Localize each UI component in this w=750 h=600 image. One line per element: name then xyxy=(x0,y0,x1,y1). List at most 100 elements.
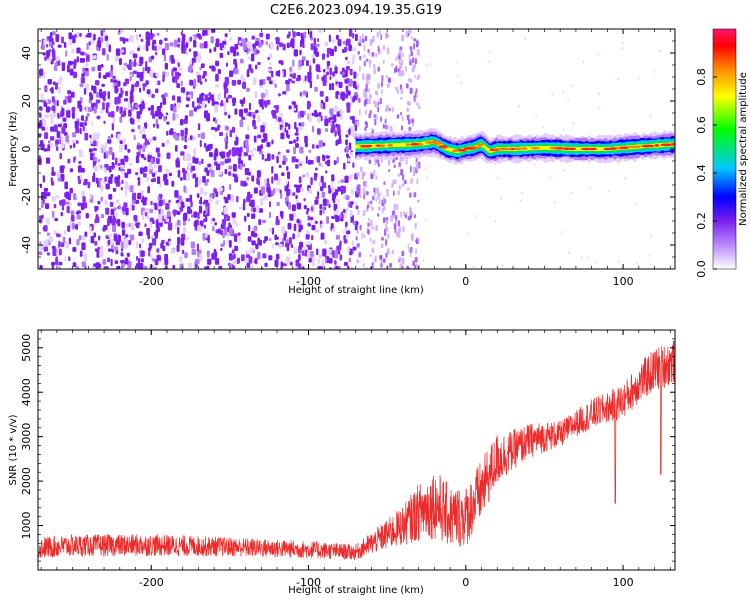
spectrogram-noise-cell xyxy=(289,66,292,72)
spectrogram-noise-cell xyxy=(48,236,54,242)
spectrogram-noise-cell xyxy=(135,199,139,205)
spectrogram-noise-cell xyxy=(236,195,239,203)
spectrogram-noise-cell xyxy=(331,174,335,182)
spectrogram-transition-cell xyxy=(410,178,413,184)
spectrogram-noise-cell xyxy=(295,184,301,193)
spectrogram-noise-cell xyxy=(296,32,301,37)
spectrogram-transition-cell xyxy=(410,246,413,253)
spectrogram-noise-cell xyxy=(142,66,145,74)
spectrogram-noise-cell xyxy=(137,180,141,186)
spectrogram-noise-cell xyxy=(110,64,113,73)
spectrogram-noise-cell xyxy=(193,39,197,48)
spectrogram-faint-cell xyxy=(425,218,427,221)
spectrogram-noise-cell xyxy=(287,134,290,139)
spectrogram-noise-cell xyxy=(259,84,264,88)
spectrogram-noise-cell xyxy=(60,142,65,149)
spectrogram-noise-cell xyxy=(293,146,296,155)
snr-y-tick-label: 1000 xyxy=(20,512,33,540)
spectrogram-noise-cell xyxy=(193,211,198,218)
spectrogram-noise-cell xyxy=(116,265,120,269)
snr-frame xyxy=(37,329,676,571)
spectrogram-noise-cell xyxy=(39,140,44,145)
spectrogram-noise-cell xyxy=(296,218,300,224)
spectrogram-noise-cell xyxy=(280,192,283,199)
spectrogram-x-ticks: -200 -100 0 100 xyxy=(40,29,671,288)
spectrogram-noise-cell xyxy=(293,247,298,254)
spectrogram-noise-cell xyxy=(49,113,54,120)
spectrogram-noise-cell xyxy=(225,141,228,150)
spectrogram-noise-cell xyxy=(196,243,200,252)
spectrogram-noise-cell xyxy=(278,113,284,117)
spectrogram-noise-cell xyxy=(156,32,160,37)
spectrogram-noise-cell xyxy=(274,242,279,246)
spectrogram-faint-cell xyxy=(520,199,522,203)
spectrogram-noise-cell xyxy=(71,48,75,54)
spectrogram-transition-cell xyxy=(386,248,390,255)
spectrogram-noise-cell xyxy=(121,206,126,212)
spectrogram-noise-cell xyxy=(349,116,353,120)
spectrogram-noise-cell xyxy=(58,261,63,266)
spectrogram-noise-cell xyxy=(145,34,150,41)
spectrogram-noise-cell xyxy=(296,202,302,210)
spectrogram-noise-cell xyxy=(247,56,250,60)
spectrogram-noise-cell xyxy=(185,198,190,202)
spectrogram-noise-cell xyxy=(345,85,349,93)
spectrogram-noise-cell xyxy=(111,249,115,253)
spectrogram-noise-cell xyxy=(195,219,199,227)
spectrogram-noise-cell xyxy=(105,106,109,114)
spectrogram-noise-cell xyxy=(342,41,347,45)
spectrogram-noise-cell xyxy=(85,61,89,67)
spectrogram-noise-cell xyxy=(251,213,256,219)
spectrogram-noise-cell xyxy=(135,33,139,41)
spectrogram-noise-cell xyxy=(286,171,291,180)
spectrogram-noise-cell xyxy=(52,210,55,218)
spectrogram-noise-cell xyxy=(343,208,346,213)
spectrogram-transition-cell xyxy=(397,220,401,227)
spectrogram-noise-cell xyxy=(150,55,155,60)
spectrogram-transition-cell xyxy=(400,168,404,176)
spectrogram-noise-cell xyxy=(41,126,45,131)
spectrogram-noise-cell xyxy=(46,232,50,236)
spectrogram-noise-cell xyxy=(61,36,64,44)
spectrogram-noise-cell xyxy=(180,119,184,126)
spectrogram-noise-cell xyxy=(133,70,137,74)
spectrogram-transition-cell xyxy=(374,118,377,126)
spectrogram-transition-cell xyxy=(373,192,376,196)
spectrogram-noise-cell xyxy=(82,125,85,132)
spectrogram-noise-cell xyxy=(57,86,61,94)
spectrogram-noise-cell xyxy=(271,70,274,78)
spectrogram-noise-cell xyxy=(319,204,323,210)
spectrogram-noise-cell xyxy=(126,252,130,258)
spectrogram-noise-cell xyxy=(180,80,183,87)
spectrogram-noise-cell xyxy=(141,216,145,221)
spectrogram-noise-cell xyxy=(165,140,170,145)
spectrogram-noise-cell xyxy=(87,32,92,38)
spectrogram-noise-cell xyxy=(348,128,351,136)
spectrogram-noise-cell xyxy=(208,151,213,158)
spectrogram-noise-cell xyxy=(177,169,181,178)
spectrogram-noise-cell xyxy=(337,140,342,144)
spectrogram-noise-cell xyxy=(150,105,154,111)
spectrogram-noise-cell xyxy=(315,167,318,171)
spectrogram-transition-cell xyxy=(397,190,400,196)
spectrogram-transition-cell xyxy=(372,64,376,68)
spectrogram-noise-cell xyxy=(181,204,185,209)
spectrogram-noise-cell xyxy=(93,165,98,172)
colorbar-tick-label: 0.6 xyxy=(695,116,708,134)
spectrogram-transition-cell xyxy=(405,159,408,165)
spectrogram-noise-cell xyxy=(38,144,42,148)
spectrogram-noise-cell xyxy=(77,100,81,109)
spectrogram-noise-cell xyxy=(324,257,327,264)
spectrogram-noise-cell xyxy=(238,109,244,117)
spectrogram-noise-cell xyxy=(130,202,133,211)
spectrogram-noise-cell xyxy=(252,119,256,125)
spectrogram-noise-cell xyxy=(219,52,224,59)
spectrogram-noise-cell xyxy=(234,68,239,75)
spectrogram-transition-cell xyxy=(368,159,372,164)
spectrogram-noise-cell xyxy=(334,130,337,137)
spectrogram-noise-cell xyxy=(213,188,217,194)
spectrogram-noise-cell xyxy=(207,258,212,265)
spectrogram-noise-cell xyxy=(78,235,82,241)
spectrogram-noise-cell xyxy=(233,234,238,242)
spectrogram-faint-cell xyxy=(648,254,651,257)
